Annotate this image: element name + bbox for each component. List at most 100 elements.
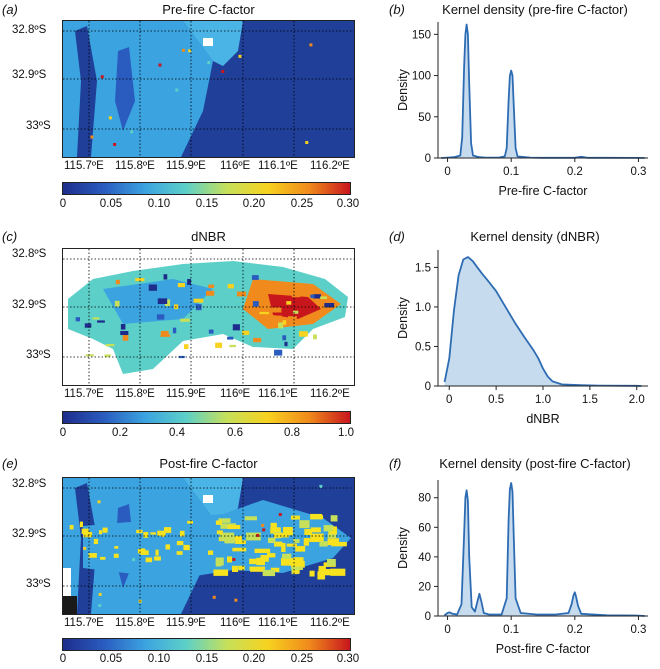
speckle-pixel [113, 142, 117, 146]
y-axis-label: Density [396, 68, 410, 110]
high-c-pixel [330, 568, 346, 576]
high-c-pixel [318, 569, 334, 576]
severity-pixel [275, 315, 282, 323]
colorbar-tick: 0.10 [147, 198, 171, 210]
lat-label: 32.8ºS [12, 248, 47, 260]
severity-pixel [85, 354, 94, 357]
severity-pixel [236, 291, 247, 297]
severity-pixel [84, 323, 92, 328]
colorbar-tick: 1.0 [338, 427, 354, 439]
colorbar-tick: 0.30 [336, 198, 360, 210]
y-tick-label: 60 [418, 522, 431, 534]
dark-strip [115, 47, 135, 131]
x-tick-label: 0.1 [503, 166, 519, 178]
severity-pixel [172, 327, 177, 334]
lat-label: 32.9ºS [12, 299, 47, 311]
high-c-pixel [93, 538, 99, 545]
speckle-pixel [158, 63, 162, 67]
high-c-pixel [292, 570, 300, 574]
severity-pixel [274, 349, 283, 356]
speckle-pixel [305, 140, 309, 144]
high-c-pixel [83, 531, 93, 538]
lon-label: 115.8ºE [115, 617, 155, 629]
high-c-pixel [234, 535, 242, 542]
severity-pixel [320, 296, 328, 300]
speckle-pixel [309, 43, 313, 47]
severity-pixel [114, 300, 120, 307]
severity-pixel [271, 307, 282, 313]
speckle-pixel [256, 533, 260, 537]
severity-pixel [208, 284, 215, 289]
high-c-pixel [150, 532, 156, 535]
severity-pixel [286, 301, 292, 305]
lat-label: 33ºS [26, 578, 51, 590]
severity-pixel [242, 330, 250, 335]
high-c-pixel [293, 539, 300, 543]
severity-pixel [232, 324, 240, 331]
high-c-pixel [292, 566, 303, 570]
map-image [62, 248, 355, 386]
high-c-pixel [88, 553, 97, 558]
high-c-pixel [281, 542, 286, 552]
y-tick-label: 150 [412, 29, 431, 41]
lon-label: 115.7ºE [64, 617, 104, 629]
high-c-pixel [274, 541, 283, 547]
severity-pixel [284, 341, 288, 347]
map-title: Pre-fire C-factor [162, 2, 255, 17]
high-c-pixel [157, 530, 166, 536]
y-axis-label: Density [396, 526, 410, 568]
colorbar-tick: 0.05 [99, 653, 123, 665]
speckle-pixel [83, 546, 87, 550]
kde-plot: 0 0.1 0.2 0.3 0 20 40 60 80 Post-fire C-factor Den… [396, 480, 648, 656]
high-c-pixel [293, 557, 304, 565]
colorbar-tick: 0.25 [290, 653, 314, 665]
severity-pixel [105, 343, 115, 347]
lat-label: 32.9ºS [12, 69, 47, 81]
high-c-pixel [215, 559, 222, 567]
high-c-pixel [98, 530, 103, 535]
high-c-pixel [249, 558, 265, 565]
high-c-pixel [310, 513, 323, 520]
lon-label: 116.2ºE [310, 388, 350, 400]
severity-pixel [291, 293, 301, 298]
speckle-pixel [212, 595, 216, 599]
severity-pixel [148, 284, 157, 291]
high-c-pixel [179, 530, 185, 537]
speckle-pixel [262, 528, 266, 532]
high-c-pixel [299, 520, 310, 529]
high-c-pixel [266, 553, 276, 558]
x-tick-label: 1.0 [535, 394, 551, 406]
colorbar [62, 638, 351, 651]
x-tick-label: 0 [444, 166, 450, 178]
high-c-pixel [326, 558, 336, 566]
high-c-pixel [81, 528, 89, 534]
high-c-pixel [310, 527, 321, 533]
severity-pixel [193, 298, 204, 303]
high-c-pixel [317, 571, 326, 580]
kde-plot: 0 0.5 1.0 1.5 2.0 0 0.5 1.0 1.5 dNBR Density [396, 250, 648, 426]
speckle-pixel [221, 69, 225, 73]
high-c-pixel [187, 520, 193, 524]
high-c-pixel [290, 515, 300, 520]
severity-pixel [122, 334, 129, 341]
severity-pixel [227, 283, 234, 289]
nodata-patch [63, 596, 77, 614]
colorbar-tick: 0.25 [290, 198, 314, 210]
speckle-pixel [261, 523, 265, 527]
high-c-pixel [216, 530, 223, 535]
high-c-pixel [227, 524, 241, 530]
high-c-pixel [154, 556, 161, 561]
high-c-pixel [246, 532, 261, 541]
speckle-pixel [232, 558, 236, 562]
high-c-pixel [249, 566, 266, 570]
high-c-pixel [69, 524, 74, 530]
colorbar-tick: 0.15 [195, 198, 219, 210]
high-c-pixel [232, 547, 247, 552]
x-tick-label: 0.2 [567, 166, 583, 178]
colorbar-tick: 0 [59, 653, 67, 665]
high-c-pixel [163, 527, 172, 533]
severity-pixel [75, 317, 81, 322]
y-tick-label: 0 [425, 381, 431, 393]
high-c-pixel [183, 544, 190, 551]
map-title: Post-fire C-factor [159, 456, 258, 471]
